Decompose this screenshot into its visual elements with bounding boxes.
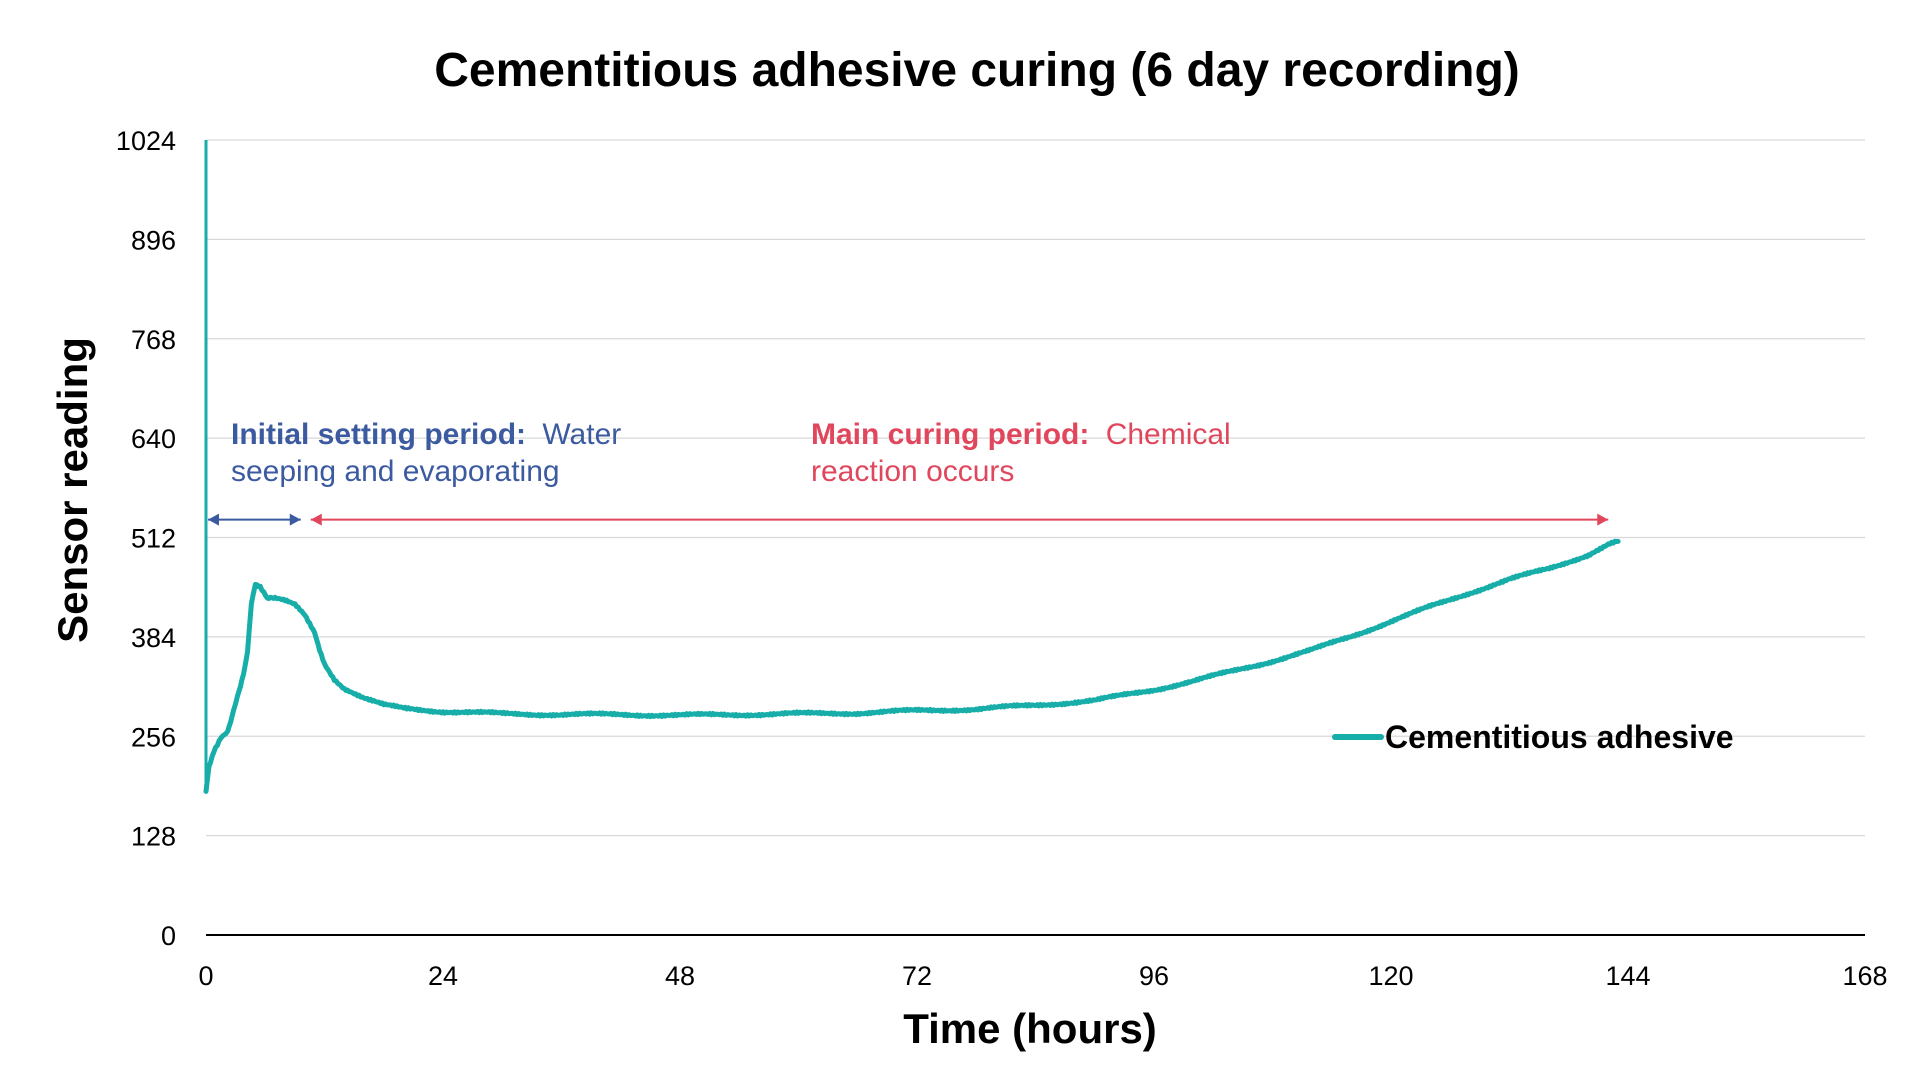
x-tick-label-0: 0 [198,961,213,991]
main-period-desc-1: Chemical [1106,418,1231,451]
x-tick-label-24: 24 [428,961,458,991]
x-tick-label-96: 96 [1139,961,1169,991]
initial-period-annotation-line2: seeping and evaporating [231,455,560,488]
x-tick-label-120: 120 [1368,961,1413,991]
y-axis-title: Sensor reading [49,337,96,643]
x-tick-label-72: 72 [902,961,932,991]
x-axis-title: Time (hours) [903,1005,1157,1052]
annotations: Initial setting period: Water seeping an… [208,418,1609,526]
y-tick-label-512: 512 [131,524,176,554]
y-tick-label-384: 384 [131,623,176,653]
y-tick-label-640: 640 [131,424,176,454]
y-tick-labels: 0 128 256 384 512 640 768 896 1024 [116,126,176,951]
y-tick-label-1024: 1024 [116,126,176,156]
y-tick-label-768: 768 [131,325,176,355]
x-tick-labels: 0 24 48 72 96 120 144 168 [198,961,1887,991]
annotation-arrowhead-right-1 [1597,513,1609,526]
x-tick-label-168: 168 [1842,961,1887,991]
gridlines [206,139,1865,837]
initial-period-annotation: Initial setting period: Water [231,418,621,451]
initial-period-desc-1: Water [542,418,621,451]
annotation-arrowhead-right-0 [289,513,301,526]
series [203,140,1621,794]
x-tick-label-144: 144 [1605,961,1650,991]
x-tick-label-48: 48 [665,961,695,991]
y-tick-label-896: 896 [131,225,176,255]
initial-period-title: Initial setting period: [231,418,526,451]
legend: Cementitious adhesive [1332,719,1734,755]
main-period-title: Main curing period: [811,418,1089,451]
annotation-arrowhead-left-1 [310,513,322,526]
annotation-arrowhead-left-0 [208,513,219,526]
chart-title: Cementitious adhesive curing (6 day reco… [434,44,1520,97]
series-line-0 [203,538,1621,794]
main-period-annotation-line2: reaction occurs [811,455,1014,488]
main-period-annotation: Main curing period: Chemical [811,418,1231,451]
legend-label: Cementitious adhesive [1385,719,1734,755]
y-tick-label-256: 256 [131,722,176,752]
y-tick-label-0: 0 [161,921,176,951]
y-tick-label-128: 128 [131,822,176,852]
